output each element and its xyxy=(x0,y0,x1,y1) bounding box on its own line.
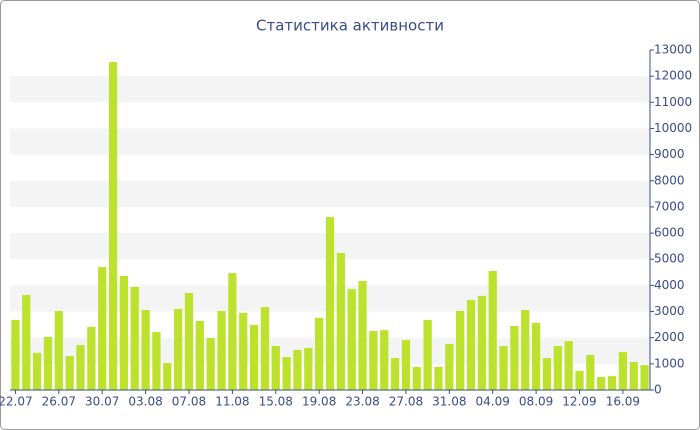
bar xyxy=(423,319,432,390)
bar xyxy=(130,286,139,390)
bar xyxy=(260,307,270,390)
bar xyxy=(358,280,367,390)
grid-band xyxy=(10,128,650,155)
x-tick-label: 23.08 xyxy=(345,395,379,409)
y-tick-label: 3000 xyxy=(654,304,685,318)
bar xyxy=(553,346,562,390)
bar xyxy=(640,365,649,390)
bar xyxy=(184,292,194,390)
x-tick-label: 07.08 xyxy=(172,395,206,409)
bar xyxy=(65,356,74,390)
bar xyxy=(380,330,389,390)
x-tick-label: 04.09 xyxy=(476,395,510,409)
bar xyxy=(456,311,465,390)
bar xyxy=(271,346,280,390)
x-tick-label: 03.08 xyxy=(128,395,162,409)
x-tick-label: 27.08 xyxy=(389,395,423,409)
y-tick-label: 11000 xyxy=(654,95,692,109)
x-tick-label: 12.09 xyxy=(562,395,596,409)
x-tick-label: 11.08 xyxy=(215,395,249,409)
bar xyxy=(43,336,53,390)
bar xyxy=(412,366,421,390)
bar xyxy=(477,295,486,390)
bar xyxy=(217,311,226,390)
bar xyxy=(174,308,183,390)
bar xyxy=(586,354,595,390)
bar xyxy=(434,366,443,390)
y-tick-label: 6000 xyxy=(654,226,685,240)
bar xyxy=(141,309,150,390)
bar xyxy=(597,376,606,390)
y-tick-label: 10000 xyxy=(654,121,692,135)
x-tick-label: 26.07 xyxy=(42,395,76,409)
bar xyxy=(228,273,237,390)
bar xyxy=(76,345,85,390)
chart-title: Статистика активности xyxy=(256,17,444,35)
bar xyxy=(206,337,215,390)
bar xyxy=(510,325,519,390)
x-tick-label: 30.07 xyxy=(85,395,119,409)
bar xyxy=(575,370,584,390)
bar xyxy=(466,300,476,390)
bar xyxy=(401,340,411,390)
bar xyxy=(195,320,204,390)
bar xyxy=(488,271,497,390)
bar xyxy=(564,341,573,390)
bar xyxy=(336,252,345,390)
bar xyxy=(445,343,454,390)
grid-band xyxy=(10,180,650,207)
x-tick-label: 31.08 xyxy=(432,395,466,409)
bar xyxy=(315,317,324,390)
bar xyxy=(32,352,42,390)
y-tick-label: 0 xyxy=(654,383,662,397)
x-tick-label: 22.07 xyxy=(0,395,33,409)
bar xyxy=(531,323,541,390)
y-tick-label: 8000 xyxy=(654,173,685,187)
y-tick-label: 4000 xyxy=(654,278,685,292)
grid-band xyxy=(10,76,650,103)
bar xyxy=(98,267,107,390)
y-tick-label: 7000 xyxy=(654,199,685,213)
bar xyxy=(390,358,400,390)
bar xyxy=(163,363,172,390)
bar xyxy=(119,275,129,390)
x-tick-label: 08.09 xyxy=(519,395,553,409)
bar xyxy=(282,357,291,390)
bar xyxy=(607,376,617,390)
bar xyxy=(87,326,96,390)
bar xyxy=(249,324,259,390)
bar xyxy=(629,362,638,390)
y-tick-label: 2000 xyxy=(654,330,685,344)
bar xyxy=(325,217,335,390)
bar xyxy=(22,295,31,390)
bar xyxy=(369,330,378,390)
bar xyxy=(293,349,302,390)
bar xyxy=(54,311,63,390)
bar xyxy=(304,347,313,390)
y-tick-label: 9000 xyxy=(654,147,685,161)
x-tick-label: 19.08 xyxy=(302,395,336,409)
bar xyxy=(108,62,118,391)
x-tick-label: 16.09 xyxy=(606,395,640,409)
y-tick-label: 13000 xyxy=(654,43,692,57)
bar xyxy=(618,352,628,390)
y-tick-label: 1000 xyxy=(654,356,685,370)
bar xyxy=(152,331,161,390)
bar xyxy=(347,289,356,390)
bar xyxy=(499,346,508,390)
y-tick-label: 5000 xyxy=(654,252,685,266)
y-tick-label: 12000 xyxy=(654,69,692,83)
bar xyxy=(521,309,530,390)
bar xyxy=(11,319,20,390)
bar xyxy=(542,358,552,390)
bar xyxy=(239,312,248,390)
x-tick-label: 15.08 xyxy=(259,395,293,409)
